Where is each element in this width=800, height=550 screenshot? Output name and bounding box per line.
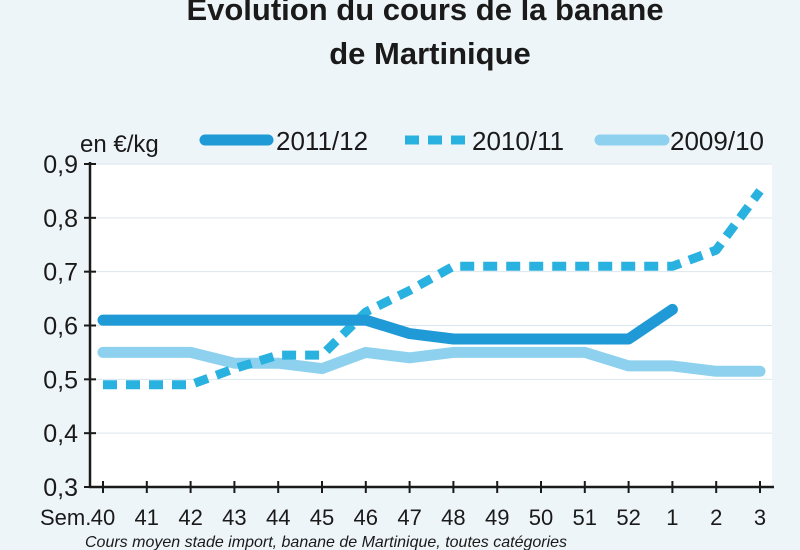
x-axis-prefix: Sem. — [40, 505, 91, 530]
legend-label-2010-11: 2010/11 — [472, 126, 564, 156]
y-tick-label-0-3: 0,3 — [43, 474, 78, 502]
legend-label-2011-12: 2011/12 — [276, 126, 368, 156]
y-tick-label-0-4: 0,4 — [43, 420, 78, 448]
x-tick-label-49: 49 — [485, 505, 509, 530]
series-line-2009-10 — [97, 346, 766, 377]
y-tick-label-0-5: 0,5 — [43, 366, 78, 394]
legend: 2011/12 2010/11 2009/10 — [199, 126, 764, 156]
legend-label-2009-10: 2009/10 — [670, 126, 764, 156]
x-tick-label-47: 47 — [397, 505, 421, 530]
x-tick-label-46: 46 — [354, 505, 378, 530]
chart-title-line2: de Martinique — [329, 36, 531, 71]
x-tick-label-44: 44 — [266, 505, 290, 530]
chart-title-line1: Évolution du cours de la banane — [186, 0, 663, 27]
series-line-2011-12 — [97, 303, 678, 345]
x-tick-label-42: 42 — [178, 505, 202, 530]
chart-caption: Cours moyen stade import, banane de Mart… — [85, 534, 567, 550]
x-tick-label-2: 2 — [710, 505, 722, 530]
x-tick-label-40: 40 — [91, 505, 115, 530]
x-tick-label-51: 51 — [573, 505, 597, 530]
x-tick-label-48: 48 — [441, 505, 465, 530]
y-tick-label-0-8: 0,8 — [43, 205, 78, 233]
y-axis-ticks: 0,3 0,4 0,5 0,6 0,7 0,8 0,9 — [43, 151, 96, 502]
x-axis-ticks: 40 41 42 43 44 45 46 47 48 49 50 51 52 1 2 3 — [91, 481, 766, 530]
x-tick-label-50: 50 — [529, 505, 553, 530]
x-tick-label-41: 41 — [135, 505, 159, 530]
x-tick-label-45: 45 — [310, 505, 334, 530]
x-tick-label-3: 3 — [754, 505, 766, 530]
series-layer — [97, 188, 766, 390]
x-tick-label-52: 52 — [616, 505, 640, 530]
y-tick-label-0-7: 0,7 — [43, 259, 78, 287]
x-tick-label-1: 1 — [666, 505, 678, 530]
series-line-2010-11 — [103, 188, 764, 390]
x-tick-label-43: 43 — [222, 505, 246, 530]
y-tick-label-0-6: 0,6 — [43, 313, 78, 341]
y-tick-label-0-9: 0,9 — [43, 151, 78, 179]
y-axis-label: en €/kg — [80, 131, 159, 158]
